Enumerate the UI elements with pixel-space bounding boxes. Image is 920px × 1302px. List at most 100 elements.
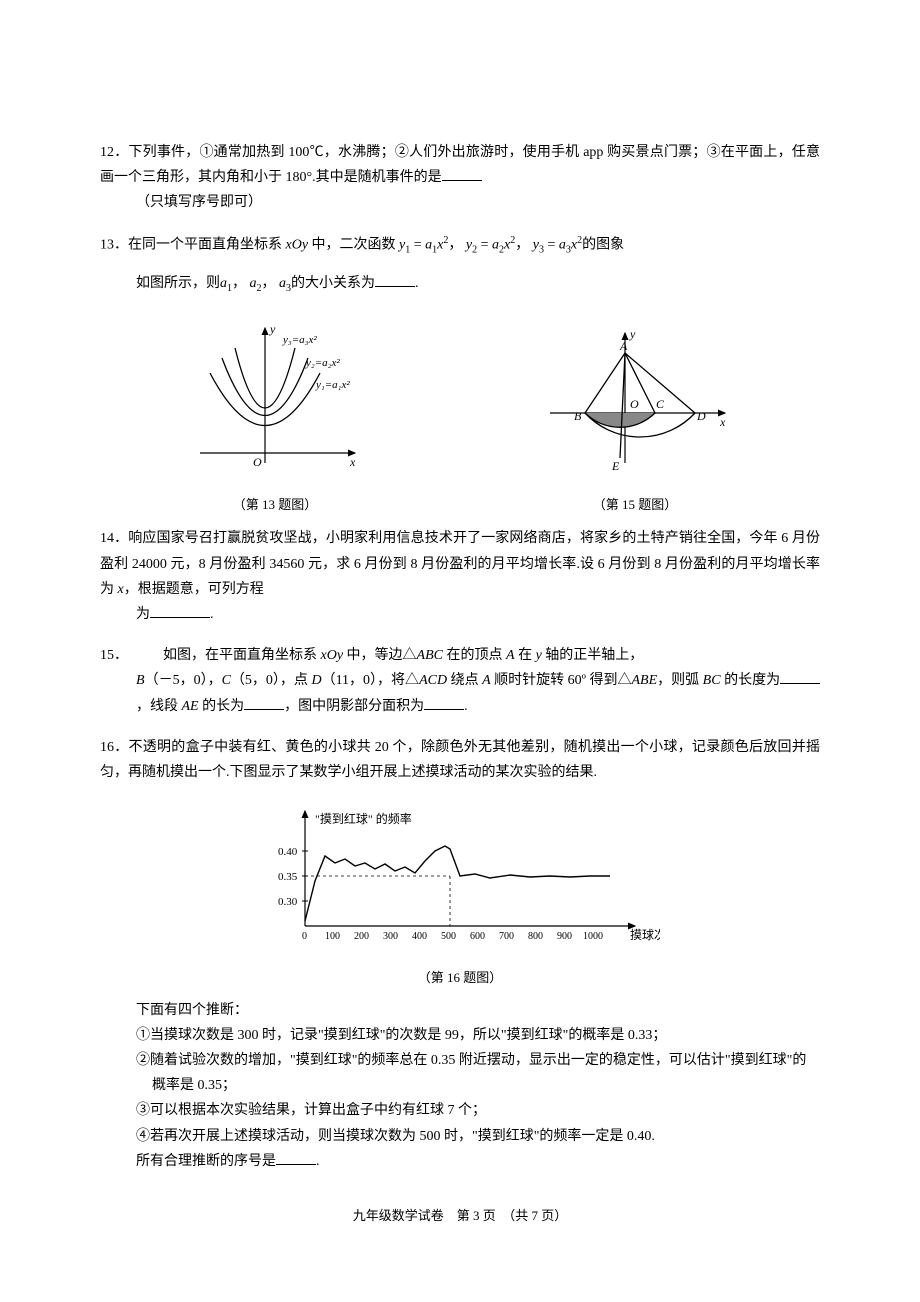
q-num: 15． (100, 648, 121, 663)
q15-A: A (506, 648, 515, 663)
q14-text2: ，根据题意，可列方程 (124, 582, 264, 597)
q16-conclusion: 所有合理推断的序号是. (100, 1149, 820, 1174)
q16-text1: 不透明的盒子中装有红、黄色的小球共 20 个，除颜色外无其他差别，随机摸出一个小… (100, 740, 820, 780)
yt-035: 0.35 (278, 871, 298, 883)
q-num: 13． (100, 237, 128, 252)
q15-text13: ，线段 (136, 699, 182, 714)
q15-xoy: xOy (321, 648, 344, 663)
xt10: 1000 (583, 931, 603, 942)
period: . (464, 699, 468, 714)
q15-bc: BC (703, 673, 721, 688)
blank (442, 165, 482, 181)
q15-text5: 轴的正半轴上， (542, 648, 644, 663)
q16-statements: 下面有四个推断： ①当摸球次数是 300 时，记录"摸到红球"的次数是 99，所… (100, 998, 820, 1174)
fig16-caption: （第 16 题图） (100, 966, 820, 989)
fig15-D: D (696, 409, 706, 423)
q15-text14: 的长为 (199, 699, 245, 714)
a1c: a (220, 276, 227, 291)
fig13-l1: y₃=a₃x² (282, 334, 317, 346)
fig15-B: B (574, 409, 582, 423)
a3: a (559, 237, 566, 252)
q15-acd: ACD (419, 673, 447, 688)
q16-s3: ③可以根据本次实验结果，计算出盒子中约有红球 7 个； (100, 1098, 820, 1123)
c4: ， (262, 276, 276, 291)
period: . (415, 276, 419, 291)
q15-A2: A (482, 673, 491, 688)
fig13-y: y (269, 322, 276, 336)
fig13-l3: y₁=a₁x² (315, 379, 350, 391)
fig13-caption: （第 13 题图） (180, 493, 370, 516)
q15-text9: 绕点 (447, 673, 482, 688)
fig15-y: y (629, 327, 636, 341)
blank (375, 271, 415, 287)
q15-abe: ABE (632, 673, 658, 688)
a2c: a (250, 276, 257, 291)
fig13-x: x (349, 455, 356, 469)
eq2: = (477, 237, 492, 252)
fig15-svg: y x A B O C D E (530, 318, 740, 478)
fig15-caption: （第 15 题图） (530, 493, 740, 516)
xt8: 800 (528, 931, 543, 942)
xt6: 600 (470, 931, 485, 942)
xt9: 900 (557, 931, 572, 942)
q13-text4: 如图所示，则 (136, 276, 220, 291)
q15-text4: 在 (515, 648, 536, 663)
period: . (210, 607, 214, 622)
xt2: 200 (354, 931, 369, 942)
xt4: 400 (412, 931, 427, 942)
a3c: a (279, 276, 286, 291)
fig13-O: O (253, 455, 262, 469)
yt-040: 0.40 (278, 846, 298, 858)
c1: ， (448, 237, 462, 252)
xt7: 700 (499, 931, 514, 942)
q16-conc-text: 所有合理推断的序号是 (136, 1154, 276, 1169)
question-15: 15． 如图，在平面直角坐标系 xOy 中，等边△ABC 在的顶点 A 在 y … (100, 643, 820, 719)
blank (276, 1149, 316, 1165)
q15-text6: （－5，0）， (145, 673, 222, 688)
q15-text3: 在的顶点 (443, 648, 506, 663)
q-num: 16． (100, 740, 129, 755)
q13-text3: 的图象 (582, 237, 624, 252)
xt1: 100 (325, 931, 340, 942)
q15-C: C (222, 673, 231, 688)
q16-s1: ①当摸球次数是 300 时，记录"摸到红球"的次数是 99，所以"摸到红球"的概… (100, 1023, 820, 1048)
blank (424, 694, 464, 710)
fig15-C: C (656, 397, 665, 411)
fig15-E: E (611, 459, 620, 473)
q15-text7: （5，0），点 (231, 673, 312, 688)
question-16: 16．不透明的盒子中装有红、黄色的小球共 20 个，除颜色外无其他差别，随机摸出… (100, 735, 820, 785)
q15-abc: ABC (417, 648, 443, 663)
q15-text11: ，则弧 (657, 673, 703, 688)
q15-line2: B（－5，0），C（5，0），点 D（11，0），将△ACD 绕点 A 顺时针旋… (100, 668, 820, 718)
fig13-l2: y₂=a₂x² (305, 357, 340, 369)
q15-text2: 中，等边△ (343, 648, 417, 663)
q15-text12: 的长度为 (721, 673, 781, 688)
a2: a (492, 237, 499, 252)
blank (780, 668, 820, 684)
fig16-ylabel: "摸到红球" 的频率 (315, 811, 412, 826)
figure-16: 0.40 0.35 0.30 "摸到红球" 的频率 摸球次数 0 100 200… (100, 801, 820, 990)
period: . (316, 1154, 320, 1169)
q-num: 14． (100, 531, 128, 546)
q15-B: B (136, 673, 145, 688)
question-14: 14．响应国家号召打赢脱贫攻坚战，小明家利用信息技术开了一家网络商店，将家乡的土… (100, 526, 820, 627)
fig16-xlabel: 摸球次数 (630, 927, 660, 942)
q15-text1: 如图，在平面直角坐标系 (163, 648, 321, 663)
yt-030: 0.30 (278, 896, 298, 908)
page-footer: 九年级数学试卷 第 3 页 （共 7 页） (100, 1204, 820, 1227)
q15-ae: AE (182, 699, 199, 714)
q13-line2: 如图所示，则a1， a2， a3的大小关系为. (100, 271, 820, 298)
c3: ， (232, 276, 246, 291)
figure-row-13-15: y x O y₃=a₃x² y₂=a₂x² y₁=a₁x² （第 13 题图） … (100, 318, 820, 517)
q-num: 12． (100, 145, 128, 160)
eq: = (410, 237, 425, 252)
q16-s2: ②随着试验次数的增加，"摸到红球"的频率总在 0.35 附近摆动，显示出一定的稳… (116, 1048, 820, 1098)
xt0: 0 (302, 931, 307, 942)
c2: ， (515, 237, 529, 252)
blank (244, 694, 284, 710)
xt3: 300 (383, 931, 398, 942)
fig13-svg: y x O y₃=a₃x² y₂=a₂x² y₁=a₁x² (180, 318, 370, 478)
q13-text1: 在同一个平面直角坐标系 (128, 237, 286, 252)
fig15-O: O (630, 397, 639, 411)
q13-text2: 中，二次函数 (308, 237, 399, 252)
